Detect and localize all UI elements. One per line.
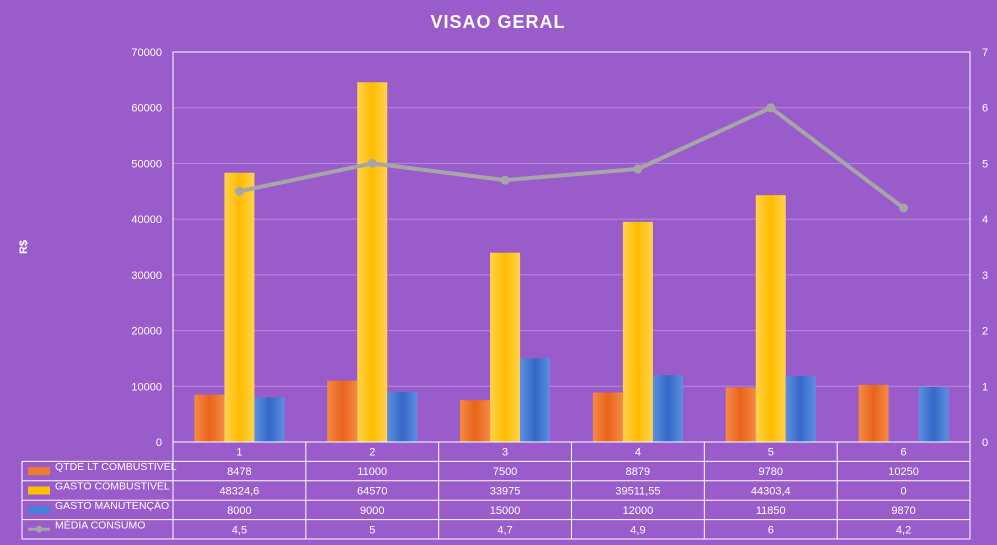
table-cell: 4,9 — [630, 524, 645, 536]
table-cell: 9000 — [360, 505, 384, 517]
bar — [460, 400, 491, 442]
bar — [592, 392, 623, 442]
y-tick-label: 30000 — [131, 270, 162, 282]
x-tick-label: 6 — [901, 447, 907, 459]
table-cell: 44303,4 — [751, 486, 791, 498]
y-axis-ticks: 0 10000 20000 30000 40000 50000 60000 70000 — [131, 47, 162, 449]
y2-tick-label: 3 — [982, 270, 988, 282]
bar — [520, 358, 551, 442]
table-cell: 4,2 — [896, 524, 911, 536]
bar — [327, 380, 358, 442]
y2-tick-label: 0 — [982, 437, 988, 449]
table-cell: 8879 — [626, 466, 650, 478]
table-cell: 33975 — [490, 486, 521, 498]
line-point — [899, 203, 909, 213]
x-tick-label: 4 — [635, 447, 641, 459]
bar-series — [194, 82, 949, 442]
y-tick-label: 10000 — [131, 381, 162, 393]
y-tick-label: 20000 — [131, 326, 162, 338]
table-cell: 9870 — [891, 505, 915, 517]
line-series-path — [239, 105, 905, 210]
y-tick-label: 0 — [156, 437, 162, 449]
legend-swatch — [28, 505, 50, 514]
legend-label: QTDE LT COMBUSTIVEL — [55, 461, 177, 473]
legend-label: MÉDIA CONSUMO — [55, 518, 145, 531]
x-tick-label: 2 — [369, 447, 375, 459]
line-point — [500, 175, 510, 185]
table-cell: 8478 — [227, 466, 251, 478]
y2-tick-label: 4 — [982, 214, 988, 226]
legend-label: GASTO COMBUSTIVEL — [55, 481, 170, 493]
bar — [652, 375, 683, 442]
legend-swatch — [28, 486, 50, 495]
table-cell: 39511,55 — [615, 486, 660, 498]
x-tick-label: 3 — [502, 447, 508, 459]
bar — [490, 252, 521, 442]
line-point — [633, 164, 643, 174]
table-cell: 15000 — [490, 505, 521, 517]
bar — [918, 387, 949, 442]
legend-swatch — [28, 467, 50, 476]
table-cell: 10250 — [888, 466, 919, 478]
table-cell: 9780 — [759, 466, 783, 478]
y-tick-label: 60000 — [131, 103, 162, 115]
bar — [357, 82, 388, 442]
chart-title: VISAO GERAL — [430, 12, 565, 32]
data-table: 1 2 3 4 5 6 QTDE LT COMBUSTIVEL 8478 11000 7500 88… — [21, 441, 971, 540]
bar — [755, 195, 786, 442]
y-axis-label: R$ — [18, 240, 30, 254]
table-cell: 4,7 — [497, 524, 512, 536]
y2-tick-label: 7 — [982, 47, 988, 59]
bar — [785, 375, 816, 442]
bar — [387, 391, 418, 442]
x-tick-label: 5 — [768, 447, 774, 459]
table-cell: 11850 — [756, 505, 786, 517]
y2-tick-label: 2 — [982, 326, 988, 338]
bar — [725, 387, 756, 442]
legend-label: GASTO MANUTENÇÃO — [55, 499, 169, 512]
table-cell: 4,5 — [232, 524, 247, 536]
table-cell: 48324,6 — [220, 486, 260, 498]
line-point — [766, 103, 776, 113]
line-point — [367, 158, 377, 168]
table-cell: 11000 — [357, 466, 387, 478]
table-cell: 64570 — [357, 486, 388, 498]
bar — [858, 384, 889, 442]
table-cell: 12000 — [623, 505, 654, 517]
bar — [622, 221, 653, 442]
y2-tick-label: 5 — [982, 158, 988, 170]
line-point — [234, 186, 244, 196]
y-tick-label: 50000 — [131, 158, 162, 170]
y2-tick-label: 6 — [982, 103, 988, 115]
plot-area-border — [172, 51, 971, 443]
y2-tick-label: 1 — [982, 381, 988, 393]
x-tick-label: 1 — [236, 447, 242, 459]
y-tick-label: 70000 — [131, 47, 162, 59]
gridlines — [172, 51, 971, 443]
bar — [254, 397, 285, 442]
y-tick-label: 40000 — [131, 214, 162, 226]
secondary-y-axis-ticks: 0 1 2 3 4 5 6 7 — [982, 47, 988, 449]
bar — [194, 394, 225, 442]
legend-swatch-marker — [35, 525, 43, 533]
table-cell: 7500 — [493, 466, 517, 478]
table-cell: 0 — [901, 486, 907, 498]
table-cell: 5 — [369, 524, 375, 536]
bar — [224, 172, 255, 442]
table-cell: 6 — [768, 524, 774, 536]
table-cell: 8000 — [227, 505, 251, 517]
line-series — [234, 103, 909, 213]
